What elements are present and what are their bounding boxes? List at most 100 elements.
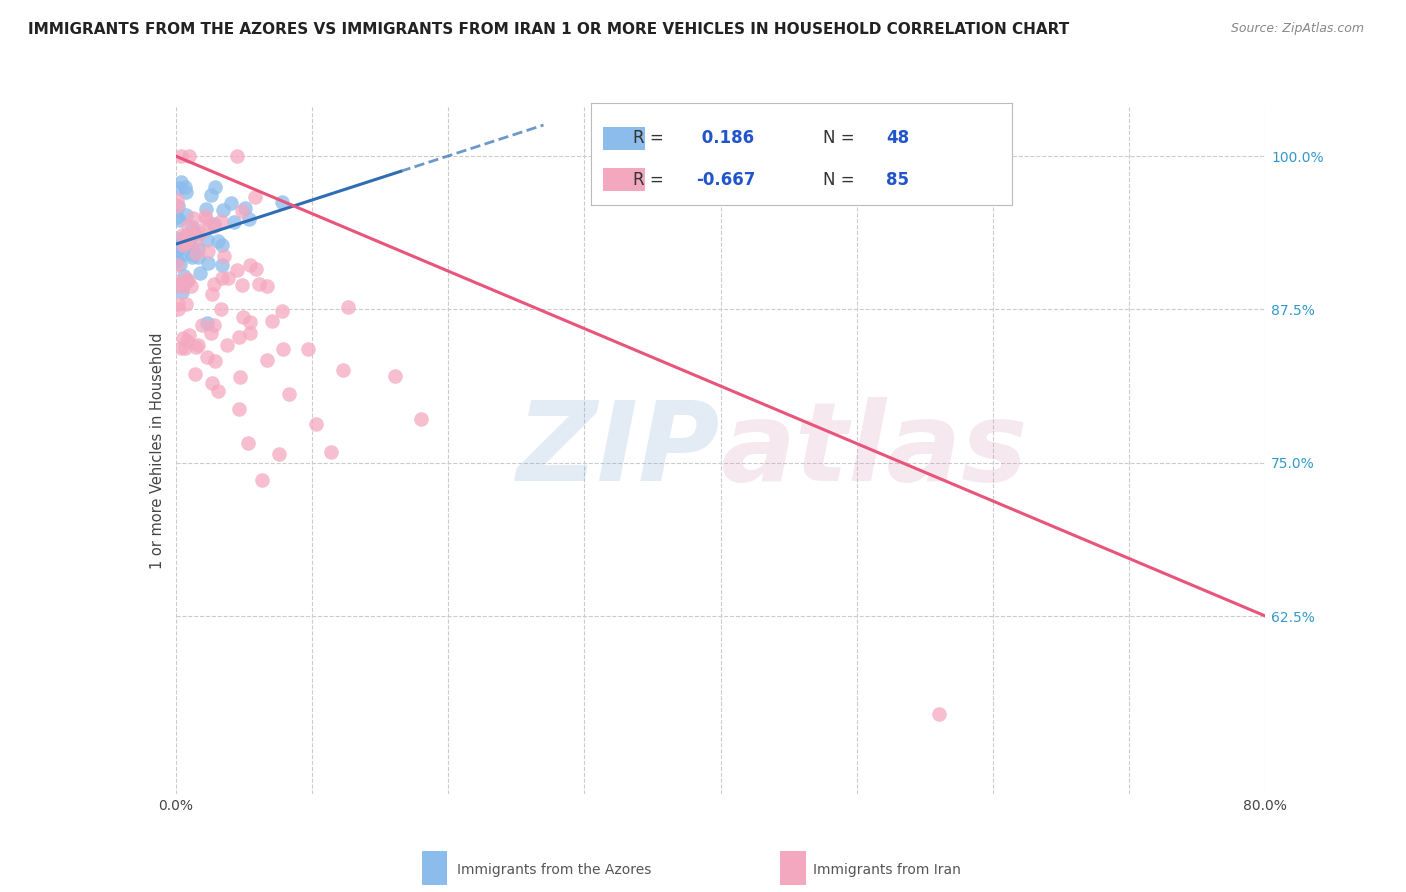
Point [319, 444, 342, 458]
Point [239, 258, 262, 272]
Point [204, 180, 226, 194]
Point [174, 180, 197, 194]
Point [250, 473, 273, 487]
Point [207, 384, 229, 398]
Point [202, 217, 225, 231]
Point [219, 196, 242, 211]
Text: ZIP: ZIP [517, 397, 721, 504]
Point [179, 232, 201, 246]
Point [304, 417, 326, 431]
Point [222, 215, 245, 229]
Point [332, 363, 354, 377]
Point [169, 175, 191, 189]
Point [177, 238, 200, 252]
Point [231, 203, 253, 218]
Point [384, 369, 406, 384]
Point [235, 201, 257, 215]
Point [180, 279, 202, 293]
Point [217, 270, 239, 285]
Point [167, 181, 190, 195]
Point [181, 211, 204, 226]
Point [167, 297, 190, 311]
Point [228, 401, 250, 416]
Point [229, 370, 252, 384]
Point [172, 331, 194, 345]
Point [187, 242, 209, 256]
Point [167, 251, 190, 265]
Point [239, 326, 262, 341]
Point [186, 340, 208, 354]
Point [260, 314, 283, 328]
Point [167, 213, 190, 227]
Point [238, 212, 260, 227]
Point [180, 250, 202, 264]
Text: -0.667: -0.667 [696, 170, 755, 188]
Bar [603, 128, 645, 150]
Point [172, 280, 194, 294]
Point [187, 251, 209, 265]
Point [202, 219, 225, 234]
Point [297, 342, 319, 356]
Point [184, 367, 207, 381]
Point [186, 246, 208, 260]
Point [166, 241, 188, 255]
Point [200, 188, 222, 202]
Point [204, 353, 226, 368]
Point [200, 326, 222, 340]
Point [176, 235, 198, 249]
Point [239, 315, 262, 329]
Point [166, 276, 188, 290]
Text: atlas: atlas [721, 397, 1028, 504]
Point [187, 337, 209, 351]
Point [169, 277, 191, 292]
Point [179, 227, 201, 242]
Point [167, 232, 190, 246]
Point [278, 387, 301, 401]
Point [228, 329, 250, 343]
Point [181, 241, 204, 255]
Text: 48: 48 [886, 129, 908, 147]
Text: R =: R = [633, 129, 669, 147]
Point [174, 235, 197, 249]
Point [267, 447, 290, 461]
Point [201, 287, 224, 301]
Point [197, 244, 219, 258]
Text: R =: R = [633, 170, 669, 188]
Point [177, 219, 200, 234]
Point [166, 243, 188, 257]
Point [166, 252, 188, 267]
Point [207, 234, 229, 248]
Point [271, 303, 294, 318]
Point [271, 342, 294, 356]
Point [166, 244, 188, 259]
Point [176, 274, 198, 288]
Point [166, 198, 188, 212]
Point [176, 272, 198, 286]
Point [200, 376, 222, 390]
Point [176, 334, 198, 349]
Point [166, 277, 188, 292]
Point [211, 238, 233, 252]
Point [188, 266, 211, 280]
Point [169, 257, 191, 271]
Point [174, 185, 197, 199]
Point [169, 342, 191, 356]
Point [225, 263, 247, 277]
Point [166, 193, 188, 207]
Point [174, 229, 197, 244]
Point [226, 149, 249, 163]
Point [195, 202, 218, 216]
Point [181, 219, 204, 234]
Point [202, 318, 225, 333]
Point [177, 273, 200, 287]
Point [172, 238, 194, 252]
Point [256, 279, 278, 293]
Point [212, 202, 235, 217]
Text: Immigrants from Iran: Immigrants from Iran [813, 863, 960, 877]
Point [174, 297, 197, 311]
Text: N =: N = [823, 170, 859, 188]
Point [202, 277, 225, 292]
Point [173, 268, 195, 283]
Point [174, 341, 197, 355]
Point [209, 302, 232, 317]
